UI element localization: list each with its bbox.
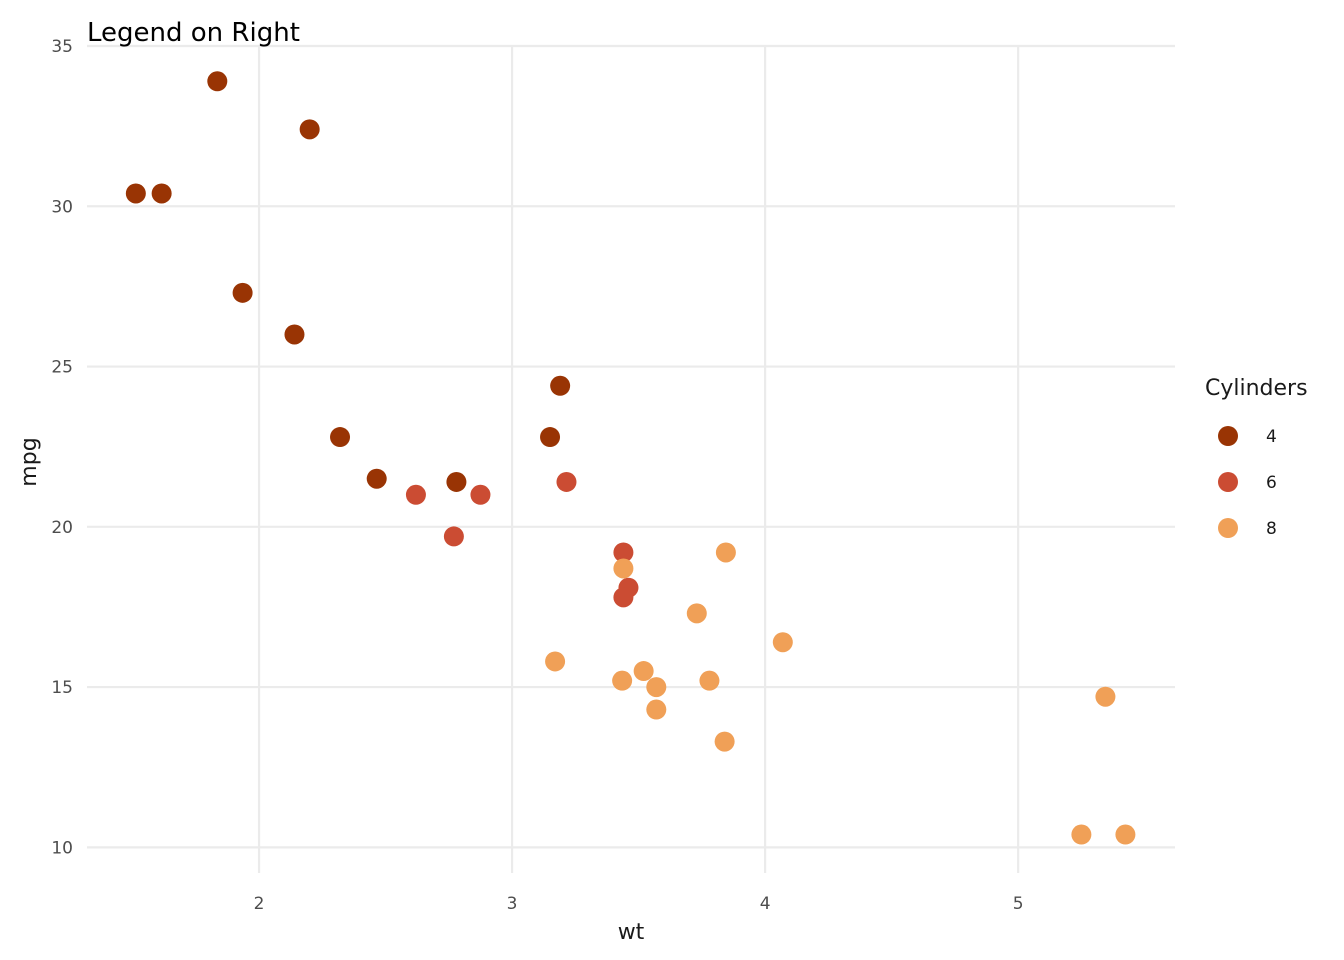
data-point [715,542,736,563]
data-point [550,375,571,396]
data-point [443,526,464,547]
x-tick-label: 4 [760,894,771,914]
data-point [151,183,172,204]
data-points [125,71,1136,845]
x-axis-title: wt [618,920,645,945]
legend-item: 4 [1218,426,1277,447]
data-point [125,183,146,204]
legend-label: 6 [1266,473,1277,493]
x-tick-label: 5 [1013,894,1024,914]
y-tick-label: 15 [51,678,73,698]
data-point [613,542,634,563]
legend-label: 4 [1266,427,1277,447]
data-point [1095,686,1116,707]
data-point [470,484,491,505]
legend-key [1218,518,1238,538]
y-tick-label: 25 [51,358,73,378]
data-point [207,71,228,92]
data-point [772,632,793,653]
data-point [1115,824,1136,845]
data-point [646,677,667,698]
data-point [699,670,720,691]
data-point [686,603,707,624]
data-point [714,731,735,752]
legend-label: 8 [1266,519,1277,539]
legend-item: 8 [1218,518,1277,539]
x-tick-label: 3 [507,894,518,914]
data-point [613,587,634,608]
x-axis: 2 3 4 5 [254,894,1024,914]
data-point [545,651,566,672]
data-point [633,661,654,682]
series-8 [545,542,1136,845]
data-point [299,119,320,140]
data-point [446,471,467,492]
legend-item: 6 [1218,472,1277,493]
data-point [1071,824,1092,845]
y-tick-label: 20 [51,518,73,538]
data-point [613,558,634,579]
legend-key [1218,426,1238,446]
data-point [366,468,387,489]
x-tick-label: 2 [254,894,265,914]
data-point [646,699,667,720]
y-axis: 10 15 20 25 30 35 [51,37,73,858]
series-6 [405,471,639,608]
legend-key [1218,472,1238,492]
data-point [232,282,253,303]
data-point [556,471,577,492]
data-point [284,324,305,345]
y-tick-label: 10 [51,838,73,858]
data-point [405,484,426,505]
data-point [330,427,351,448]
y-axis-title: mpg [17,437,42,486]
legend-title: Cylinders [1205,376,1308,401]
grid [87,44,1175,873]
chart-title: Legend on Right [87,18,300,48]
series-4 [125,71,571,492]
data-point [612,670,633,691]
y-tick-label: 30 [51,197,73,217]
data-point [540,427,561,448]
y-tick-label: 35 [51,37,73,57]
legend: Cylinders 4 6 8 [1205,376,1308,539]
